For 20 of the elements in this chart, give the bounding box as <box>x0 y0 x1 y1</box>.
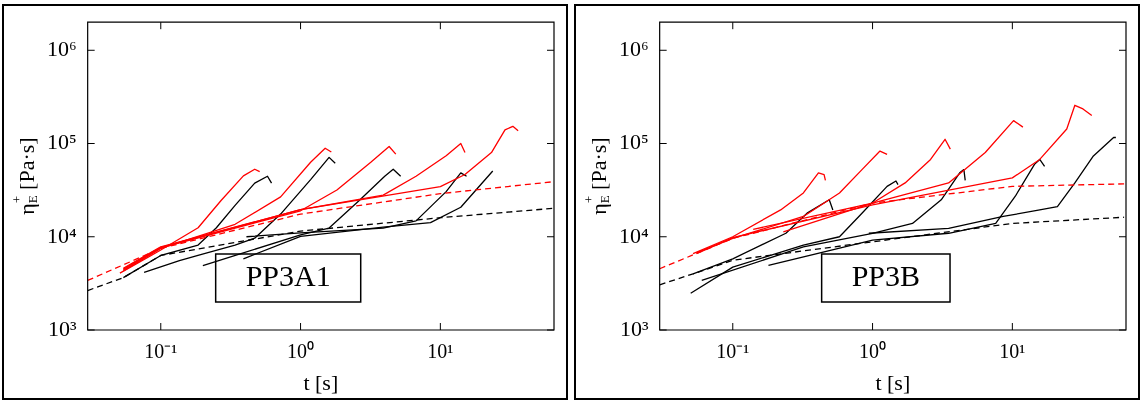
y-tick-label: 10⁴ <box>47 222 77 248</box>
y-tick-label: 10⁵ <box>619 129 649 155</box>
x-tick-label: 10¹ <box>427 340 454 363</box>
x-tick-label: 10⁰ <box>287 340 315 363</box>
y-tick-label: 10³ <box>48 315 78 341</box>
x-axis-title: t [s] <box>303 369 339 395</box>
x-tick-label: 10⁻¹ <box>716 340 750 363</box>
annotation: PP3B <box>851 258 921 292</box>
y-axis-title: ηE+ [Pa·s] <box>581 137 613 215</box>
y-tick-label: 10⁶ <box>47 36 77 62</box>
x-tick-label: 10⁰ <box>859 340 887 363</box>
y-tick-label: 10⁵ <box>47 129 77 155</box>
annotation: PP3A1 <box>245 258 331 292</box>
x-axis-title: t [s] <box>875 369 911 395</box>
x-tick-label: 10¹ <box>999 340 1026 363</box>
y-tick-label: 10³ <box>620 315 650 341</box>
x-tick-label: 10⁻¹ <box>144 340 178 363</box>
y-axis-title: ηE+ [Pa·s] <box>9 137 41 215</box>
y-tick-label: 10⁶ <box>619 36 649 62</box>
y-tick-label: 10⁴ <box>619 222 649 248</box>
